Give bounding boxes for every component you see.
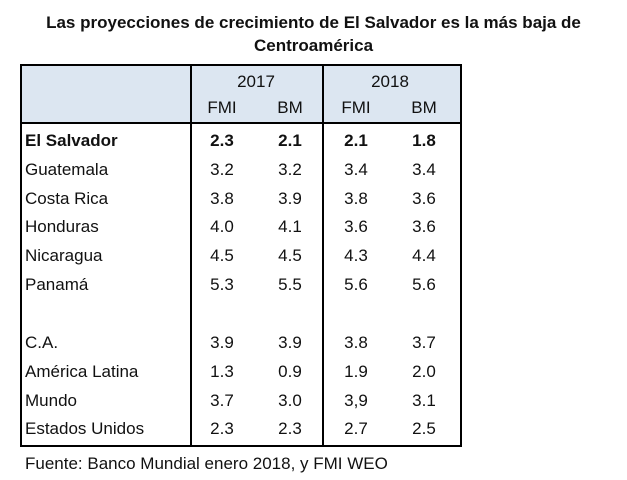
row-label: América Latina: [25, 361, 139, 381]
cell-value: 2.7: [344, 419, 368, 439]
column-header: FMI: [207, 98, 237, 117]
cell-value: 3.2: [210, 159, 234, 179]
cell-value: 2.3: [278, 419, 302, 439]
year-header: 2017: [237, 72, 275, 91]
cell-value: 3.8: [344, 188, 368, 208]
cell-value: 5.3: [210, 275, 234, 294]
cell-value: 3.6: [412, 217, 436, 237]
cell-value: 5.6: [344, 275, 368, 294]
column-divider: [322, 66, 324, 445]
cell-value: 3.4: [412, 159, 436, 179]
cell-value: 3,9: [344, 390, 368, 410]
title: Las proyecciones de crecimiento de El Sa…: [46, 13, 581, 55]
row-label: Panamá: [25, 275, 89, 294]
cell-value: 1.8: [412, 131, 436, 150]
cell-value: 3.8: [344, 333, 368, 352]
table-header: [22, 66, 460, 124]
cell-value: 3.7: [412, 333, 436, 352]
row-label: Mundo: [25, 390, 77, 410]
column-header: BM: [277, 98, 303, 117]
cell-value: 3.4: [344, 159, 368, 179]
cell-value: 3.1: [412, 390, 436, 410]
cell-value: 3.9: [278, 333, 302, 352]
row-label: Estados Unidos: [25, 419, 145, 439]
row-label: Honduras: [25, 217, 99, 237]
row-label: Costa Rica: [25, 188, 109, 208]
cell-value: 2.1: [278, 131, 302, 150]
row-label: C.A.: [25, 333, 59, 352]
year-header: 2018: [371, 72, 409, 91]
cell-value: 2.3: [210, 131, 234, 150]
cell-value: 3.8: [210, 188, 234, 208]
cell-value: 4.4: [412, 246, 436, 266]
cell-value: 5.6: [412, 275, 436, 294]
cell-value: 2.5: [412, 419, 436, 439]
cell-value: 4.1: [278, 217, 302, 237]
cell-value: 5.5: [278, 275, 302, 294]
cell-value: 1.3: [210, 361, 234, 381]
cell-value: 1.9: [344, 361, 368, 381]
row-label: Guatemala: [25, 159, 109, 179]
column-header: FMI: [341, 98, 371, 117]
cell-value: 3.9: [278, 188, 302, 208]
cell-value: 4.5: [210, 246, 234, 266]
cell-value: 3.7: [210, 390, 234, 410]
table: [20, 64, 462, 447]
cell-value: 0.9: [278, 361, 302, 381]
cell-value: 2.0: [412, 361, 436, 381]
cell-value: 4.5: [278, 246, 302, 266]
row-label: El Salvador: [25, 131, 118, 150]
cell-value: 3.6: [344, 217, 368, 237]
source: Fuente: Banco Mundial enero 2018, y FMI …: [25, 454, 388, 473]
cell-value: 4.0: [210, 217, 234, 237]
cell-value: 2.1: [344, 131, 368, 150]
cell-value: 2.3: [210, 419, 234, 439]
cell-value: 3.9: [210, 333, 234, 352]
cell-value: 4.3: [344, 246, 368, 266]
row-label: Nicaragua: [25, 246, 103, 266]
column-header: BM: [411, 98, 437, 117]
cell-value: 3.0: [278, 390, 302, 410]
cell-value: 3.2: [278, 159, 302, 179]
column-divider: [190, 66, 192, 445]
cell-value: 3.6: [412, 188, 436, 208]
